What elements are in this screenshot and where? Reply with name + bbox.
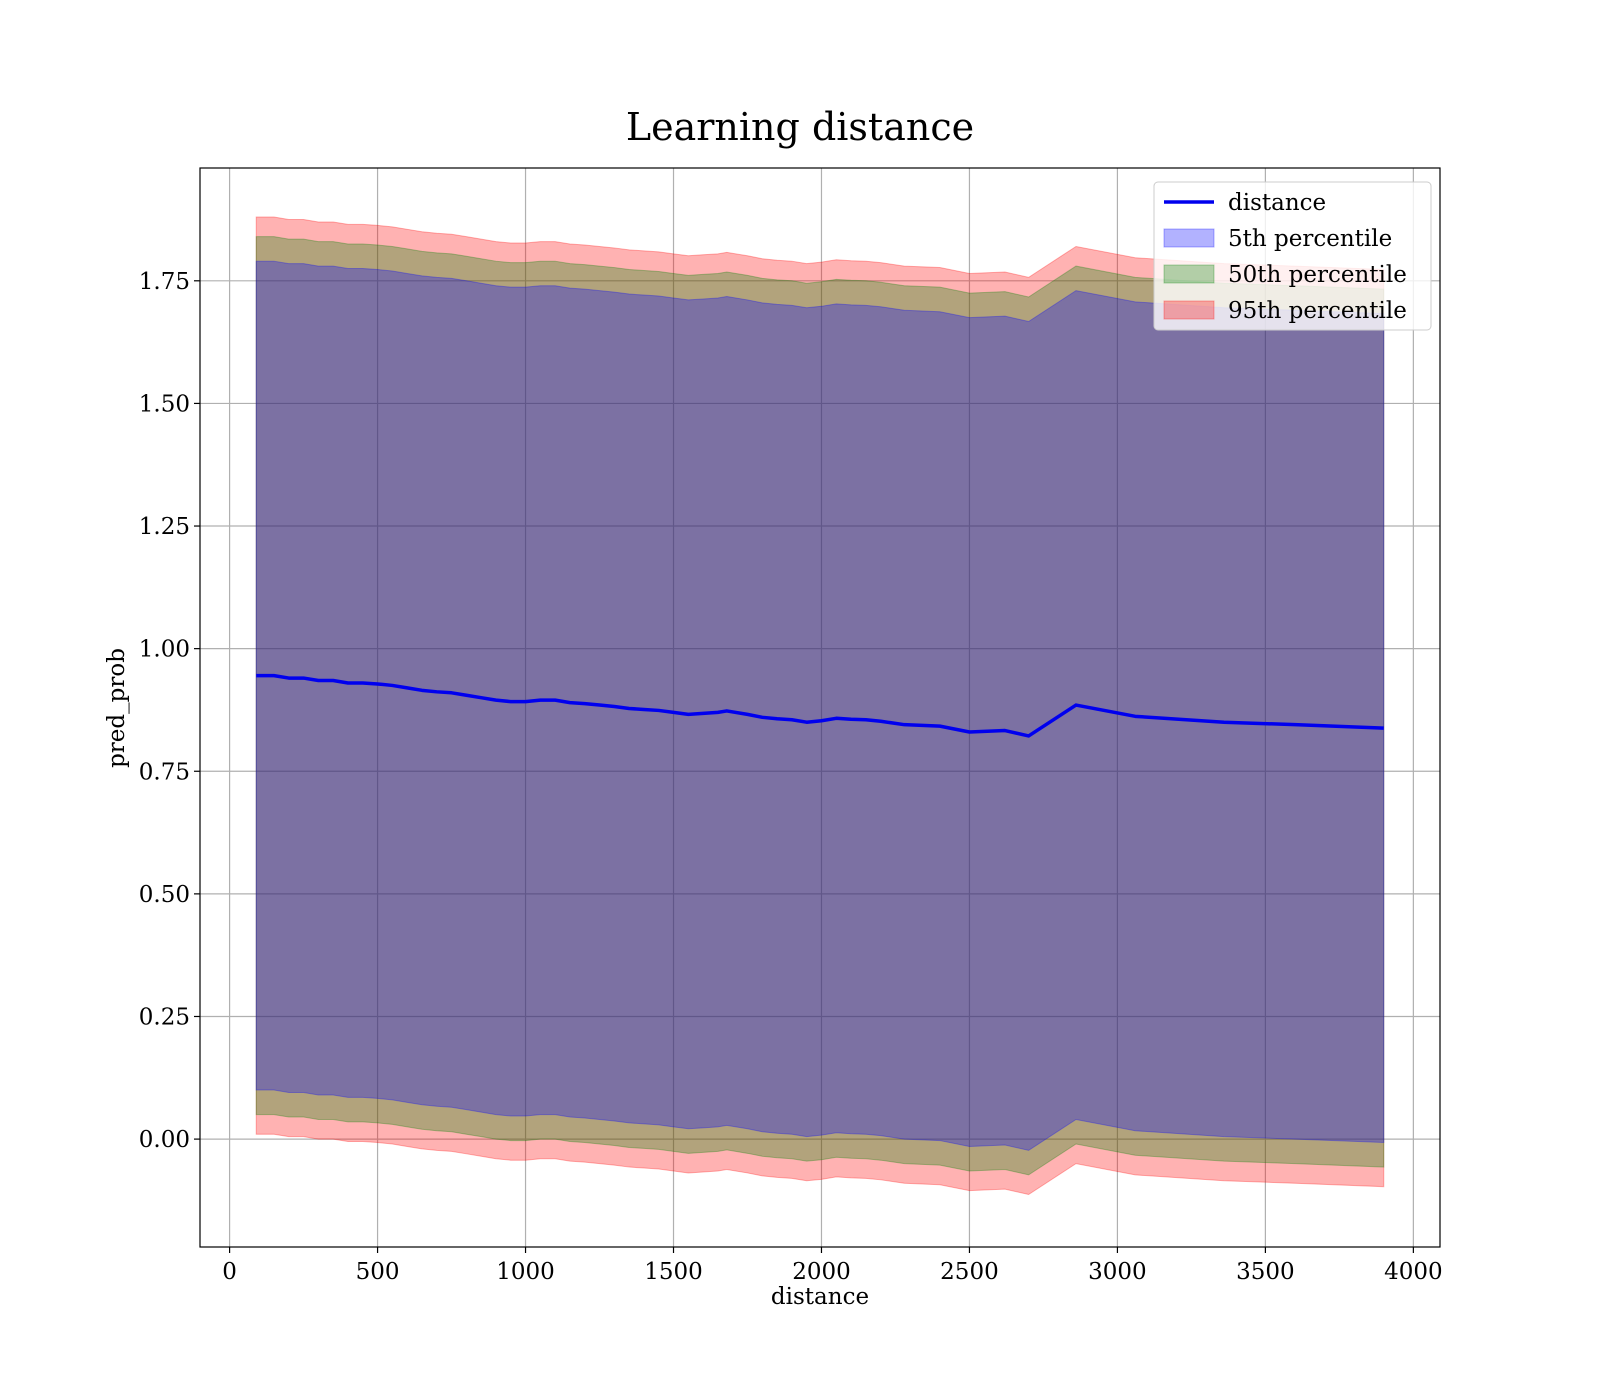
line-layer [256,673,1384,738]
x-tick-label: 3000 [1088,1259,1147,1285]
grid-layer [200,168,1440,1247]
y-tick-label: 0.75 [139,759,190,785]
chart-title: Learning distance [626,105,974,149]
y-tick-label: 1.25 [139,514,190,540]
y-tick-label: 1.00 [139,637,190,663]
tick-layer: 0 500 1000 1500 2000 2500 3000 3500 4000 0.00 0.25… [139,269,1443,1285]
legend-label: 50th percentile [1228,262,1407,288]
legend-label: distance [1228,190,1326,216]
x-tick-label: 1500 [644,1259,703,1285]
band-50th-percentile [255,236,1385,1176]
y-tick-label: 1.50 [139,391,190,417]
plot-frame [199,167,1441,1248]
legend-swatch [1163,228,1215,248]
legend-swatch [1163,300,1215,320]
x-tick-label: 2500 [940,1259,999,1285]
x-tick-label: 0 [222,1259,237,1285]
legend-label: 95th percentile [1228,298,1407,324]
band-95th-percentile [255,216,1385,1196]
band-5th-percentile [255,260,1385,1151]
y-axis-label: pred_prob [104,648,130,768]
band-layer [255,216,1385,1196]
y-tick-label: 0.25 [139,1004,190,1030]
legend-box [1153,181,1432,331]
line-series-distance [256,673,1384,738]
legend: distance 5th percentile 50th percentile 95t… [1153,181,1432,331]
x-tick-label: 1000 [496,1259,555,1285]
legend-label: 5th percentile [1228,226,1392,252]
y-tick-label: 1.75 [139,269,190,295]
x-axis-label: distance [771,1284,869,1310]
legend-swatch [1163,264,1215,284]
y-tick-label: 0.50 [139,882,190,908]
x-tick-label: 3500 [1236,1259,1295,1285]
x-tick-label: 2000 [792,1259,851,1285]
x-tick-label: 4000 [1384,1259,1443,1285]
y-tick-label: 0.00 [139,1127,190,1153]
x-tick-label: 500 [356,1259,400,1285]
